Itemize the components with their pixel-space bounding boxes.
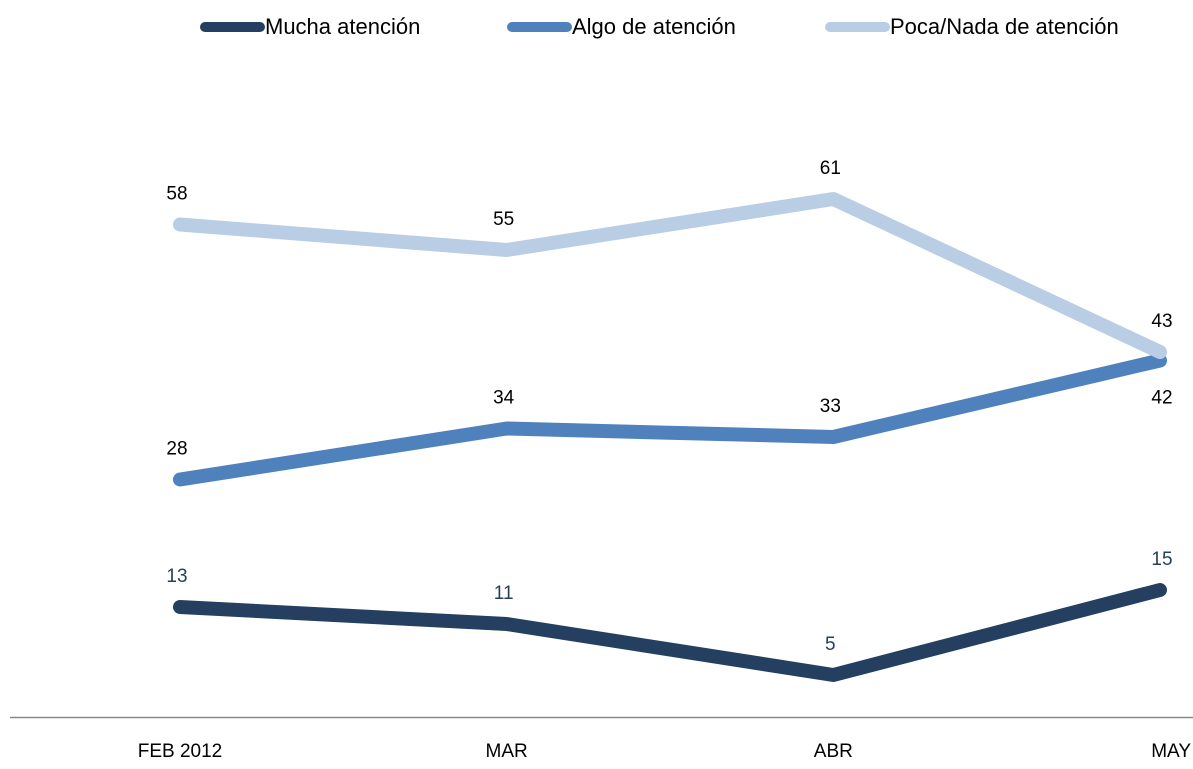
data-label: 34 bbox=[493, 388, 515, 409]
data-label: 42 bbox=[1151, 388, 1172, 409]
data-label: 5 bbox=[825, 634, 836, 655]
x-tick-label: MAR bbox=[486, 741, 528, 762]
data-label: 13 bbox=[166, 566, 187, 587]
data-label: 43 bbox=[1151, 311, 1172, 332]
data-label: 28 bbox=[166, 439, 187, 460]
legend-label: Algo de atención bbox=[572, 14, 736, 39]
data-label: 58 bbox=[166, 184, 187, 205]
line bbox=[173, 353, 1167, 487]
x-tick-label: ABR bbox=[814, 741, 853, 762]
line bbox=[173, 192, 1167, 359]
data-label: 61 bbox=[820, 158, 841, 179]
data-label: 33 bbox=[820, 396, 841, 417]
x-tick-label: FEB 2012 bbox=[138, 741, 223, 762]
data-label: 15 bbox=[1151, 549, 1172, 570]
x-tick-label: MAY bbox=[1151, 741, 1191, 762]
line bbox=[173, 583, 1167, 682]
legend-label: Poca/Nada de atención bbox=[890, 14, 1119, 39]
data-label: 11 bbox=[494, 583, 514, 604]
legend-label: Mucha atención bbox=[265, 14, 420, 39]
data-label: 55 bbox=[493, 209, 514, 230]
